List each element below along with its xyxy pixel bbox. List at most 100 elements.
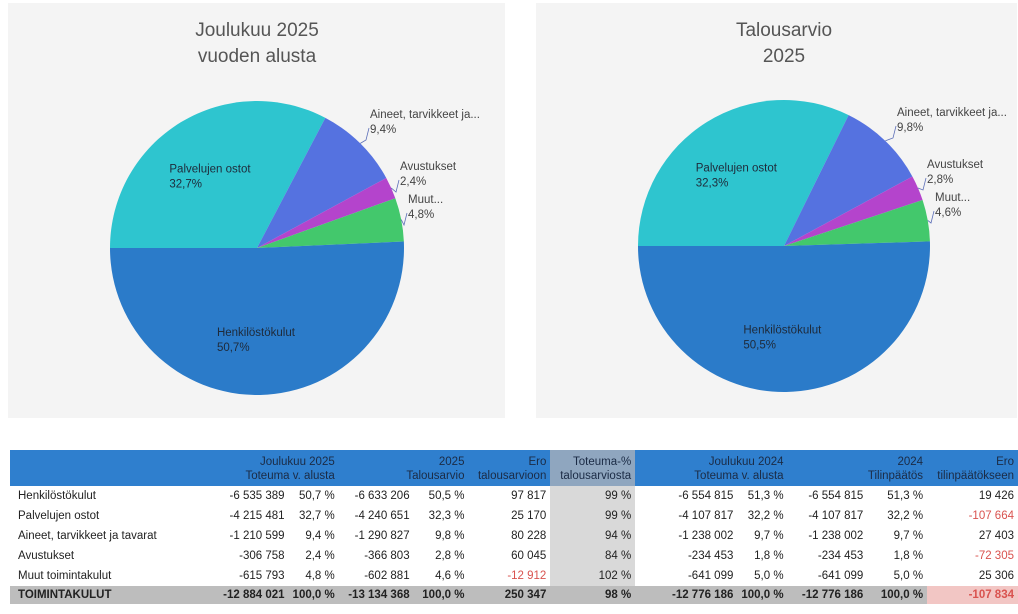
table-cell: 25 170 [511,510,547,522]
table-cell: 9,8 % [435,530,465,542]
table-cell: 80 228 [511,530,547,542]
row-label: Avustukset [18,550,75,562]
table-cell: -602 881 [364,570,410,582]
header-text: 2025 [438,456,465,468]
table-cell: -12 884 021 [199,586,289,604]
row-label: Henkilöstökulut [18,490,96,502]
table-cell: -615 793 [239,570,285,582]
header-cell: 2024 Tilinpäätös [787,450,928,486]
table-cell: 84 % [550,546,636,566]
pie-slice [784,200,930,246]
header-cell: 2025 Talousarvio [338,450,469,486]
slice-label: Avustukset [927,159,984,171]
chart-title: 2025 [763,46,805,67]
table-cell: -234 453 [817,550,864,562]
table-cell: -4 107 817 [678,510,734,522]
slice-label: Aineet, tarvikkeet ja... [370,109,480,121]
header-text: Toteuma v. alusta [694,470,784,482]
table-cell: -6 554 815 [678,490,734,502]
leader-line [360,127,370,144]
total-row: TOIMINTAKULUT -12 884 021 100,0 % -13 134 3… [10,586,1018,604]
table-cell: 9,7 % [893,530,924,542]
table-cell: 9,4 % [305,530,335,542]
slice-label: Aineet, tarvikkeet ja... [897,107,1007,119]
table-cell: -107 664 [968,510,1014,522]
table-cell: 51,3 % [747,490,784,502]
table-cell: 100,0 % [867,586,928,604]
slice-value-label: 4,8% [408,209,434,221]
table-cell: -1 238 002 [678,530,734,542]
table-cell: -107 834 [927,586,1018,604]
table-cell: 1,8 % [754,550,784,562]
header-text: talousarviosta [560,470,632,482]
leader-line [400,212,408,227]
table-cell: -12 776 186 [787,586,868,604]
header-text: Toteuma v. alusta [245,470,335,482]
header-text: Tilinpäätös [867,470,924,482]
table-cell: 32,7 % [298,510,335,522]
table-cell: 99 % [550,506,636,526]
pie-slice [784,176,923,246]
table-row: Henkilöstökulut -6 535 389 50,7 % -6 633 20… [10,486,1018,506]
table-cell: 27 403 [978,530,1014,542]
table-cell: -4 240 651 [354,510,410,522]
pie-slice [257,198,404,248]
table-cell: 100,0 % [737,586,788,604]
leader-line [885,125,897,142]
table-cell: -13 134 368 [338,586,414,604]
table-cell: 102 % [550,566,636,586]
slice-label: Muut... [935,192,970,204]
table-cell: -641 099 [687,570,734,582]
table-cell: 4,8 % [305,570,335,582]
slice-label: Muut... [408,194,443,206]
table-cell: -234 453 [687,550,734,562]
table-cell: -12 912 [507,570,547,582]
slice-value-label: 9,4% [370,124,396,136]
header-text: 2024 [897,456,924,468]
table-cell: 50,7 % [298,490,335,502]
slice-value-label: 32,7% [169,179,202,191]
table-row: Avustukset -306 758 2,4 % -366 803 2,8 % 60 0… [10,546,1018,566]
pie-slice [638,241,930,393]
header-text: talousarvioon [477,470,547,482]
header-cell: Toteuma-% talousarviosta [550,450,636,486]
pie-slice [257,117,387,248]
header-text: Talousarvio [406,470,465,482]
table-cell: 60 045 [511,550,547,562]
slice-label: Palvelujen ostot [169,164,251,176]
row-label: Muut toimintakulut [18,570,112,582]
table-cell: 98 % [550,586,636,604]
header-cell: Joulukuu 2025 Toteuma v. alusta [199,450,339,486]
header-text: Joulukuu 2024 [708,456,784,468]
header-text: tilinpäätökseen [937,470,1014,482]
header-cell: Ero tilinpäätökseen [927,450,1018,486]
table-cell: -1 238 002 [808,530,864,542]
table-cell: 32,3 % [428,510,465,522]
table-cell: -366 803 [364,550,410,562]
table-cell: 100,0 % [413,586,469,604]
table-cell: 99 % [550,486,636,506]
table-cell: 250 347 [468,586,551,604]
header-cell: Ero talousarvioon [468,450,551,486]
table-cell: -641 099 [817,570,864,582]
header-row: Joulukuu 2025 Toteuma v. alusta 2025 Talous… [10,450,1018,486]
slice-value-label: 50,7% [217,342,250,354]
table-cell: 9,7 % [754,530,784,542]
header-text: Ero [528,456,547,468]
chart-title: Talousarvio [736,20,832,41]
table-cell: -306 758 [239,550,285,562]
table-cell: 32,2 % [747,510,784,522]
table-cell: -4 107 817 [808,510,864,522]
leader-line [390,179,400,193]
table-cell: -6 633 206 [354,490,410,502]
table-cell: -6 535 389 [229,490,285,502]
table-cell: 97 817 [511,490,547,502]
table-cell: -72 305 [974,550,1014,562]
header-cell [10,450,200,486]
slice-value-label: 50,5% [743,340,776,352]
charts: Joulukuu 2025 vuoden alusta Palvelujen ost… [8,3,1017,418]
table-cell: 32,2 % [887,510,924,522]
data-table: Joulukuu 2025 Toteuma v. alusta 2025 Talous… [10,450,1018,604]
pie-slice [257,177,396,248]
